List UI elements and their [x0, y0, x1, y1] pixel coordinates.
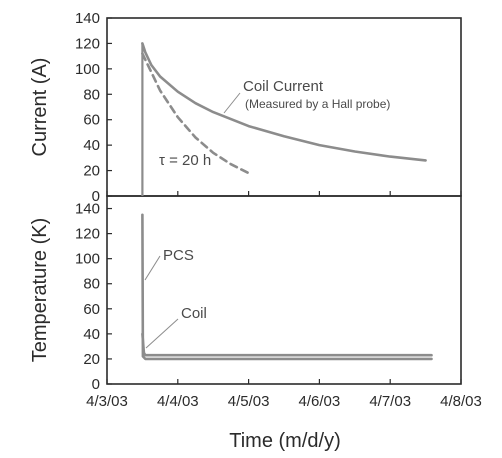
bottom-series-pcs — [141, 213, 433, 361]
x-tick-label: 4/4/03 — [157, 393, 199, 410]
top-series-20-h — [141, 52, 250, 175]
bottom-plot-series — [141, 213, 433, 361]
x-tick-label: 4/6/03 — [299, 393, 341, 410]
bottom-series-coil — [141, 332, 433, 357]
top-y-tick-label: 20 — [83, 163, 100, 180]
top-y-tick-label: 60 — [83, 112, 100, 129]
x-axis: 4/3/03 4/4/03 4/5/03 4/6/03 4/7/03 4/8/03 — [86, 191, 482, 410]
annotation-coil-current-leader — [223, 92, 241, 114]
bottom-plot-frame — [106, 195, 462, 385]
bottom-y-tick-label: 80 — [83, 276, 100, 293]
top-y-tick-label: 0 — [92, 188, 100, 205]
x-tick-label: 4/8/03 — [440, 393, 482, 410]
top-y-axis-label: Current (A) — [29, 58, 51, 157]
bottom-y-tick-label: 100 — [75, 251, 100, 268]
annotation-hall-probe: (Measured by a Hall probe) — [245, 97, 390, 111]
bottom-y-tick-label: 140 — [75, 201, 100, 218]
annotation-coil: Coil — [181, 305, 207, 322]
x-tick-label: 4/3/03 — [86, 393, 128, 410]
bottom-y-tick-label: 120 — [75, 226, 100, 243]
bottom-y-axis: 0 20 40 60 80 100 120 140 — [75, 201, 112, 393]
bottom-y-tick-label: 0 — [92, 376, 100, 393]
annotation-pcs: PCS — [163, 247, 194, 264]
bottom-y-axis-label: Temperature (K) — [29, 218, 51, 363]
annotation-pcs-leader — [144, 255, 161, 281]
top-y-tick-label: 140 — [75, 10, 100, 27]
bottom-y-tick-label: 60 — [83, 301, 100, 318]
top-plot-series — [141, 42, 427, 196]
top-y-tick-label: 80 — [83, 86, 100, 103]
top-y-axis: 0 20 40 60 80 100 120 140 — [75, 10, 112, 205]
x-axis-label: Time (m/d/y) — [229, 430, 340, 452]
annotation-coil-current: Coil Current — [243, 78, 324, 95]
top-y-tick-label: 40 — [83, 137, 100, 154]
x-tick-label: 4/5/03 — [228, 393, 270, 410]
annotation-coil-leader — [145, 318, 179, 349]
top-series-coil-current — [141, 42, 427, 162]
bottom-y-tick-label: 40 — [83, 326, 100, 343]
annotation-tau: τ = 20 h — [159, 152, 211, 169]
top-y-tick-label: 100 — [75, 61, 100, 78]
bottom-y-tick-label: 20 — [83, 351, 100, 368]
x-tick-label: 4/7/03 — [369, 393, 411, 410]
top-y-tick-label: 120 — [75, 35, 100, 52]
